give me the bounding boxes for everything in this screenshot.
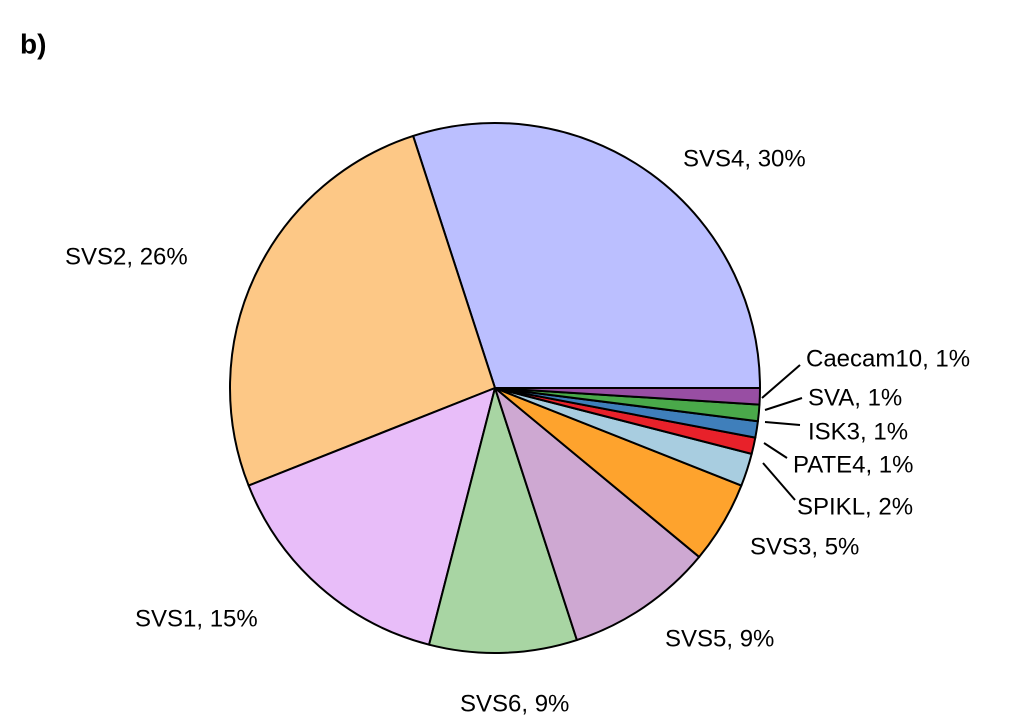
pie-slice [428, 387, 578, 654]
panel-label: b) [20, 28, 46, 59]
pie-slice [229, 134, 496, 487]
slice-label: SVS2, 26% [65, 243, 188, 270]
slice-label: SVS6, 9% [460, 690, 569, 717]
slice-label: SVA, 1% [808, 384, 902, 411]
slice-label: Caecam10, 1% [806, 345, 970, 372]
pie-slice [247, 387, 496, 646]
pie-slice [412, 122, 761, 389]
pie-slice [494, 387, 701, 642]
slice-label: PATE4, 1% [793, 451, 914, 478]
leader-line [761, 364, 801, 399]
slice-label: SVS3, 5% [750, 533, 859, 560]
slice-label: SVS1, 15% [135, 605, 258, 632]
leader-line [763, 442, 788, 459]
slice-label: ISK3, 1% [808, 418, 908, 445]
leader-line [764, 421, 801, 426]
slice-label: SVS5, 9% [665, 625, 774, 652]
pie-slice [494, 387, 761, 406]
slice-label: SVS4, 30% [683, 145, 806, 172]
slice-label: SPIKL, 2% [797, 493, 913, 520]
leader-line [764, 397, 803, 411]
leader-line [762, 462, 796, 501]
